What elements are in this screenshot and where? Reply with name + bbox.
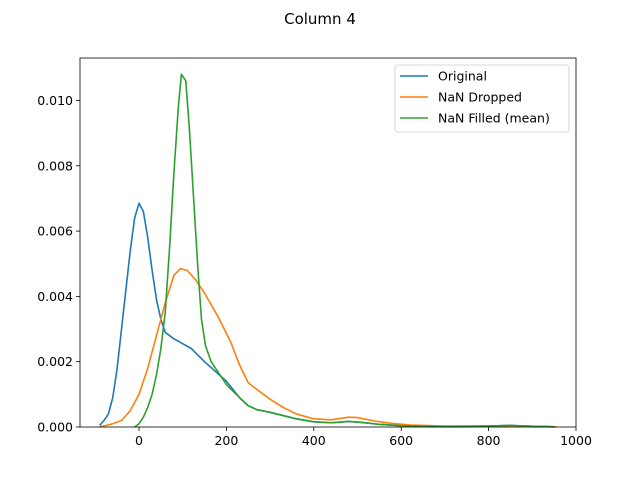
y-tick-label: 0.008 (37, 158, 73, 173)
chart-title: Column 4 (284, 10, 356, 28)
y-tick-label: 0.006 (37, 224, 73, 239)
legend-box (394, 64, 570, 133)
y-axis: 0.000 0.002 0.004 0.006 0.008 0.010 (37, 93, 80, 435)
y-tick-label: 0.002 (37, 354, 73, 369)
legend-label-1: NaN Dropped (438, 90, 522, 105)
x-tick-label: 600 (389, 433, 413, 448)
legend-label-2: NaN Filled (mean) (438, 111, 550, 126)
x-axis: 0 200 400 600 800 1000 (135, 427, 592, 448)
series-lines (99, 73, 557, 428)
axes-frame (79, 57, 577, 428)
series-line-2 (134, 73, 555, 428)
y-tick-label: 0.000 (37, 420, 73, 435)
x-tick-label: 400 (302, 433, 326, 448)
x-tick-label: 200 (214, 433, 238, 448)
legend-label-0: Original (438, 69, 487, 84)
x-tick-label: 800 (477, 433, 501, 448)
x-tick-label: 0 (135, 433, 143, 448)
series-line-1 (99, 267, 557, 428)
x-tick-label: 1000 (560, 433, 592, 448)
y-tick-label: 0.004 (37, 289, 73, 304)
y-tick-label: 0.010 (37, 93, 73, 108)
legend: Original NaN Dropped NaN Filled (mean) (394, 64, 570, 133)
